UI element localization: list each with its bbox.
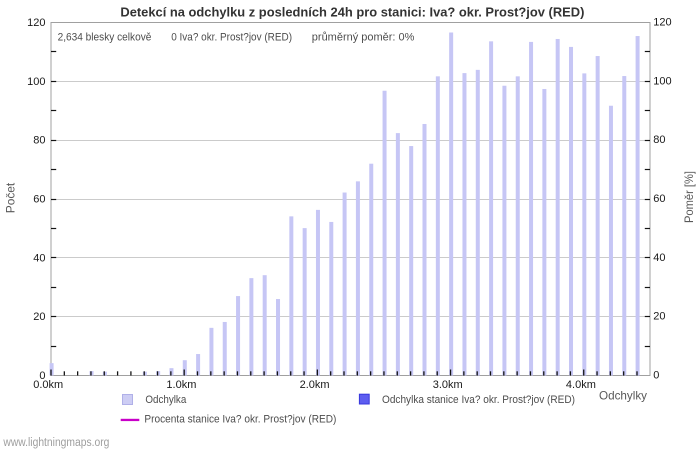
svg-text:100: 100 [27, 76, 45, 88]
svg-text:Odchylka stanice Iva? okr. Pro: Odchylka stanice Iva? okr. Prost?jov (RE… [382, 394, 575, 406]
svg-text:0: 0 [39, 370, 45, 382]
svg-text:0: 0 [653, 370, 659, 382]
svg-text:40: 40 [33, 252, 45, 264]
svg-text:2,634 blesky celkově: 2,634 blesky celkově [58, 31, 152, 43]
svg-text:120: 120 [653, 17, 671, 29]
svg-text:60: 60 [653, 193, 665, 205]
svg-text:Procenta stanice Iva? okr. Pro: Procenta stanice Iva? okr. Prost?jov (RE… [144, 414, 336, 426]
svg-text:Odchylka: Odchylka [145, 394, 187, 406]
svg-text:20: 20 [33, 311, 45, 323]
svg-text:Detekcí na odchylku z poslední: Detekcí na odchylku z posledních 24h pro… [120, 6, 584, 20]
svg-text:2.0km: 2.0km [300, 379, 330, 391]
svg-text:0 Iva? okr. Prost?jov (RED): 0 Iva? okr. Prost?jov (RED) [171, 31, 292, 43]
svg-text:4.0km: 4.0km [566, 379, 596, 391]
svg-text:60: 60 [33, 194, 45, 206]
svg-text:1.0km: 1.0km [166, 379, 196, 391]
svg-text:průměrný poměr: 0%: průměrný poměr: 0% [312, 31, 415, 43]
svg-text:40: 40 [653, 252, 665, 264]
svg-text:Poměr [%]: Poměr [%] [682, 171, 696, 223]
svg-text:80: 80 [33, 135, 45, 147]
svg-text:Odchylky: Odchylky [599, 388, 647, 402]
svg-text:80: 80 [653, 134, 665, 146]
svg-text:3.0km: 3.0km [433, 379, 463, 391]
svg-text:100: 100 [653, 75, 671, 87]
svg-text:Počet: Počet [4, 182, 18, 213]
svg-text:20: 20 [653, 311, 665, 323]
svg-text:120: 120 [27, 17, 45, 29]
svg-text:www.lightningmaps.org: www.lightningmaps.org [3, 437, 110, 449]
svg-text:0.0km: 0.0km [33, 379, 63, 391]
